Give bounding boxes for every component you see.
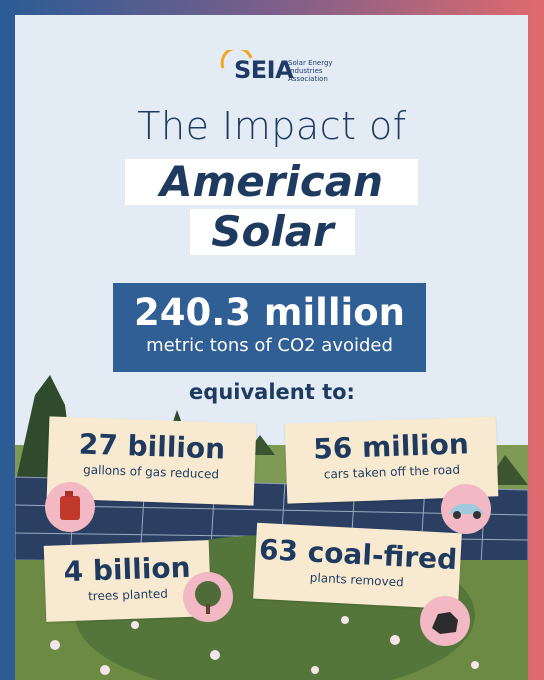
tree-icon bbox=[183, 572, 233, 622]
car-icon bbox=[441, 484, 491, 534]
coal-icon bbox=[420, 596, 470, 646]
card-value: 27 billion bbox=[78, 427, 226, 466]
logo-name: SEIA bbox=[234, 56, 294, 84]
logo-subtitle: Solar Energy Industries Association bbox=[288, 59, 333, 83]
title-line: The Impact of bbox=[137, 104, 407, 148]
headline-value: 240.3 million bbox=[134, 291, 405, 334]
gas-can-icon bbox=[45, 482, 95, 532]
headline-box: 240.3 million metric tons of CO2 avoided bbox=[113, 283, 426, 372]
title-highlight: Solar bbox=[190, 209, 355, 255]
logo-sun bbox=[220, 50, 253, 69]
title-highlight: American bbox=[125, 159, 418, 205]
headline-label: metric tons of CO2 avoided bbox=[146, 335, 393, 356]
equivalent-heading: equivalent to: bbox=[189, 380, 355, 404]
